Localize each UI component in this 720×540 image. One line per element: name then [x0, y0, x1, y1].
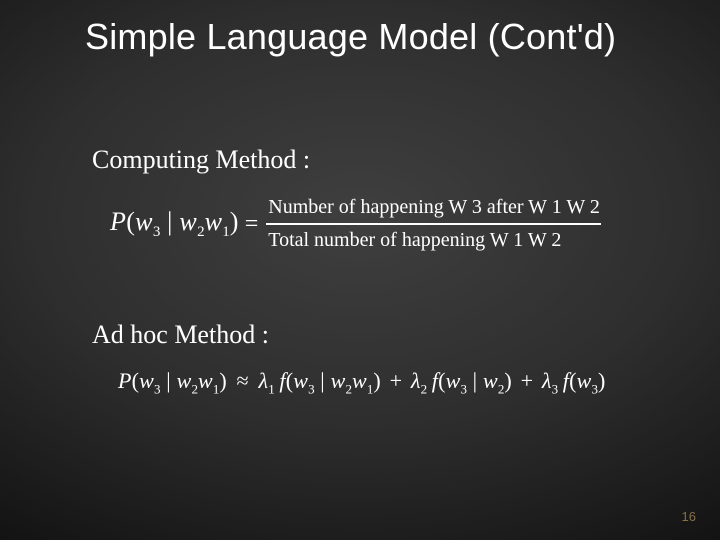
- sym-P: P: [110, 207, 126, 236]
- p2-bar: |: [161, 368, 177, 393]
- p2-w1: w: [198, 368, 213, 393]
- slide-title: Simple Language Model (Cont'd): [85, 16, 690, 58]
- f1-w3: w: [293, 368, 308, 393]
- lambda2: λ: [411, 368, 421, 393]
- prob-expression: P(w3 | w2w1): [110, 207, 239, 241]
- lambda1: λ: [259, 368, 269, 393]
- computing-formula: P(w3 | w2w1) = Number of happening W 3 a…: [110, 192, 670, 256]
- sym-equals: =: [245, 211, 259, 238]
- sub-2: 2: [197, 224, 205, 240]
- f3-w3: w: [577, 368, 592, 393]
- sym-w2: w: [179, 207, 197, 236]
- f1-bar: |: [315, 368, 331, 393]
- fraction-denominator: Total number of happening W 1 W 2: [266, 225, 563, 256]
- page-number: 16: [682, 509, 696, 524]
- f2-w3: w: [446, 368, 461, 393]
- f3-open: (: [569, 368, 577, 393]
- sym-close-paren: ): [230, 207, 239, 236]
- fraction: Number of happening W 3 after W 1 W 2 To…: [266, 192, 602, 256]
- sym-open-paren: (: [126, 207, 135, 236]
- lambda3-sub: 3: [552, 381, 559, 396]
- heading-computing-method: Computing Method :: [92, 145, 310, 175]
- f2-w2: w: [483, 368, 498, 393]
- sub-1: 1: [222, 224, 230, 240]
- lambda2-sub: 2: [421, 381, 428, 396]
- sym-P2: P: [118, 368, 132, 393]
- heading-adhoc-method: Ad hoc Method :: [92, 320, 269, 350]
- f2-close: ): [504, 368, 512, 393]
- lambda3: λ: [542, 368, 552, 393]
- f2-bar: |: [467, 368, 483, 393]
- fraction-numerator: Number of happening W 3 after W 1 W 2: [266, 192, 602, 223]
- slide: Simple Language Model (Cont'd) Computing…: [0, 0, 720, 540]
- f3-close: ): [598, 368, 606, 393]
- sym-approx: ≈: [237, 368, 249, 393]
- f1-close: ): [373, 368, 381, 393]
- p2-w2: w: [177, 368, 192, 393]
- p2-close: ): [219, 368, 227, 393]
- lambda1-sub: 1: [268, 381, 275, 396]
- plus2: +: [521, 368, 534, 393]
- sym-w1: w: [205, 207, 223, 236]
- f1-w1: w: [352, 368, 367, 393]
- f2-open: (: [438, 368, 446, 393]
- p2-w3: w: [139, 368, 154, 393]
- plus1: +: [390, 368, 403, 393]
- adhoc-formula: P(w3 | w2w1) ≈ λ1 f(w3 | w2w1) + λ2 f(w3…: [118, 368, 606, 397]
- sym-bar: |: [160, 207, 179, 236]
- f1-w2: w: [331, 368, 346, 393]
- sym-w3: w: [135, 207, 153, 236]
